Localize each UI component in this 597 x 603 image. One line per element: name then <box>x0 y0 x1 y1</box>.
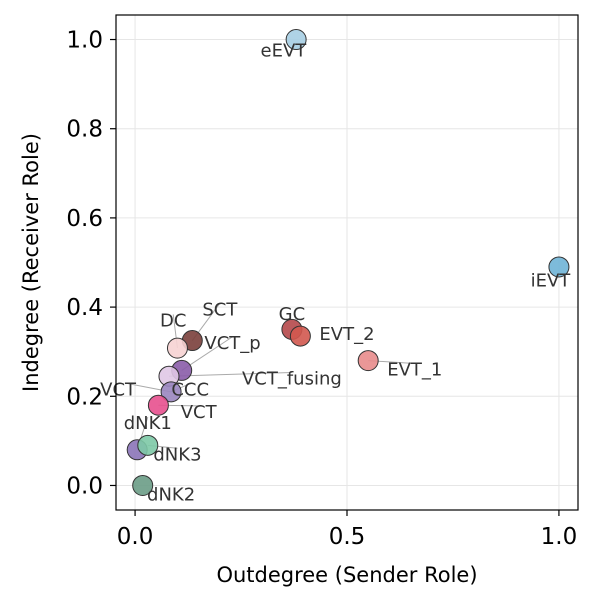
point-label: VCT <box>181 402 218 423</box>
point-label: CCC <box>171 380 209 401</box>
point-label: dNK3 <box>153 444 201 465</box>
point-evt-1 <box>357 350 379 372</box>
y-tick-label: 1.0 <box>66 28 103 54</box>
x-tick-label: 0.0 <box>117 524 154 550</box>
grid-lines <box>116 15 578 510</box>
point-label: dNK1 <box>124 413 172 434</box>
point-label: VCT_p <box>204 333 260 354</box>
point-label: DC <box>160 310 186 331</box>
point-dnk3 <box>137 434 159 456</box>
point-evt-2 <box>289 325 311 347</box>
y-axis-title: Indegree (Receiver Role) <box>19 133 43 392</box>
y-tick-label: 0.6 <box>66 206 103 232</box>
x-axis-title: Outdegree (Sender Role) <box>216 563 477 587</box>
point-labels: eEVT iEVT GC EVT_2 EVT_1 SCT DC VCT_p VCT_fusing… <box>100 41 571 506</box>
x-tick-label: 0.5 <box>329 524 366 550</box>
point-vct-ccc <box>160 381 182 403</box>
point-label: iEVT <box>531 270 572 291</box>
point-ievt <box>548 256 570 278</box>
point-label: dNK2 <box>147 484 195 505</box>
point-label: eEVT <box>261 41 308 62</box>
data-points <box>126 29 570 496</box>
point-label: GC <box>279 304 306 325</box>
point-label: SCT <box>202 299 238 320</box>
point-dnk2 <box>132 474 154 496</box>
point-dc <box>166 337 188 359</box>
point-label: EVT_1 <box>387 360 442 381</box>
y-tick-label: 0.0 <box>66 473 103 499</box>
point-label: EVT_2 <box>319 324 374 345</box>
y-tick-label: 0.2 <box>66 384 103 410</box>
point-label: VCT <box>100 380 137 401</box>
point-eevt <box>285 29 307 51</box>
x-tick-label: 1.0 <box>541 524 578 550</box>
axis-ticks: 0.0 0.5 1.0 0.0 0.2 0.4 0.6 0.8 1.0 <box>66 28 577 550</box>
point-vct <box>147 394 169 416</box>
point-label: VCT_fusing <box>242 368 342 389</box>
y-tick-label: 0.8 <box>66 117 103 143</box>
y-tick-label: 0.4 <box>66 295 103 321</box>
